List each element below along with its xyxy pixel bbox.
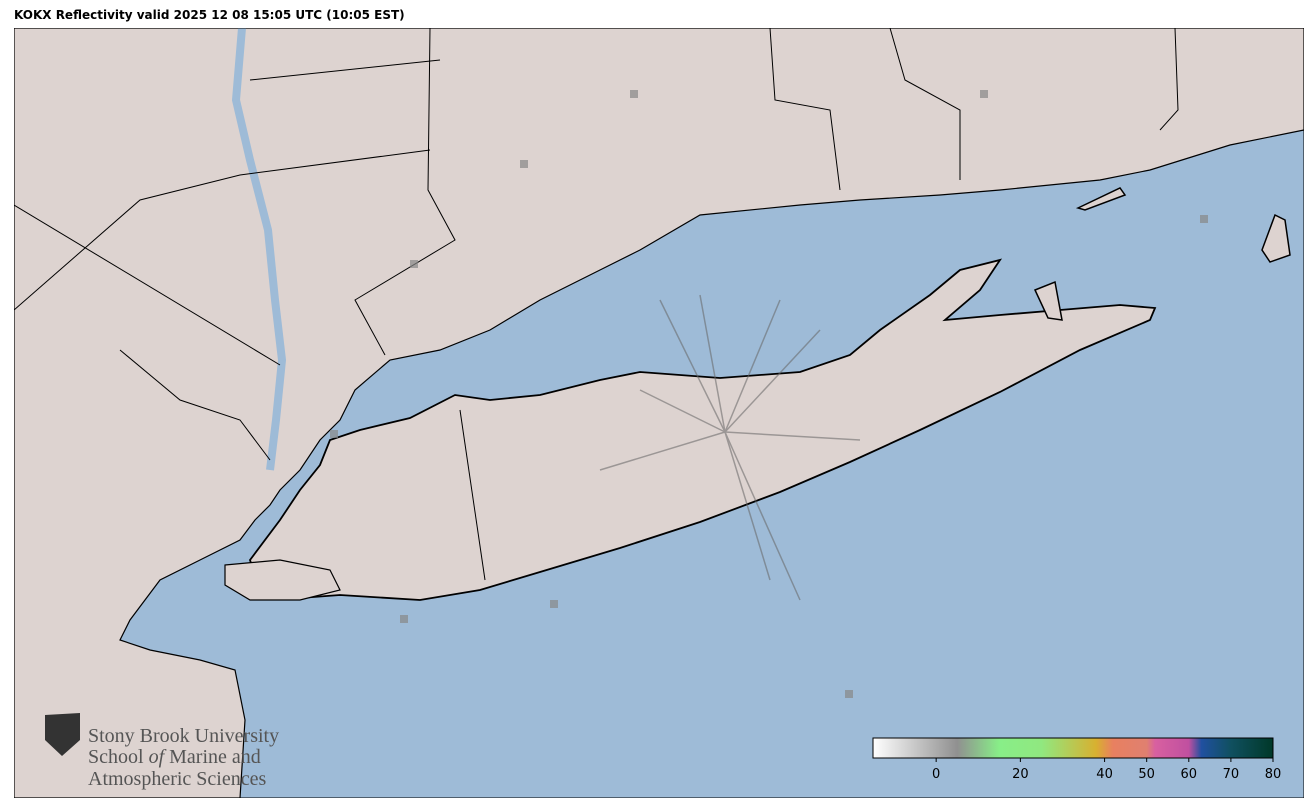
colorbar-ticks: 0 20 40 50 60 70 80 bbox=[932, 758, 1281, 782]
title: KOKX Reflectivity valid 2025 12 08 15:05… bbox=[14, 8, 405, 22]
logo-text: of bbox=[149, 746, 167, 768]
logo-text: School bbox=[88, 746, 149, 768]
logo-line: Atmospheric Sciences bbox=[88, 768, 266, 790]
logo: Stony Brook University School of Marine … bbox=[45, 713, 279, 790]
tick-label: 80 bbox=[1265, 767, 1282, 782]
logo-line: School of Marine and bbox=[88, 746, 261, 768]
tick-label: 40 bbox=[1096, 767, 1113, 782]
logo-line: Stony Brook University bbox=[88, 725, 279, 747]
tick-label: 70 bbox=[1223, 767, 1240, 782]
logo-text: Marine and bbox=[164, 746, 261, 768]
tick-label: 60 bbox=[1181, 767, 1198, 782]
tick-label: 50 bbox=[1138, 767, 1155, 782]
colorbar bbox=[872, 737, 1274, 759]
tick-label: 20 bbox=[1012, 767, 1029, 782]
map bbox=[14, 28, 1304, 798]
tick-label: 0 bbox=[932, 767, 940, 782]
